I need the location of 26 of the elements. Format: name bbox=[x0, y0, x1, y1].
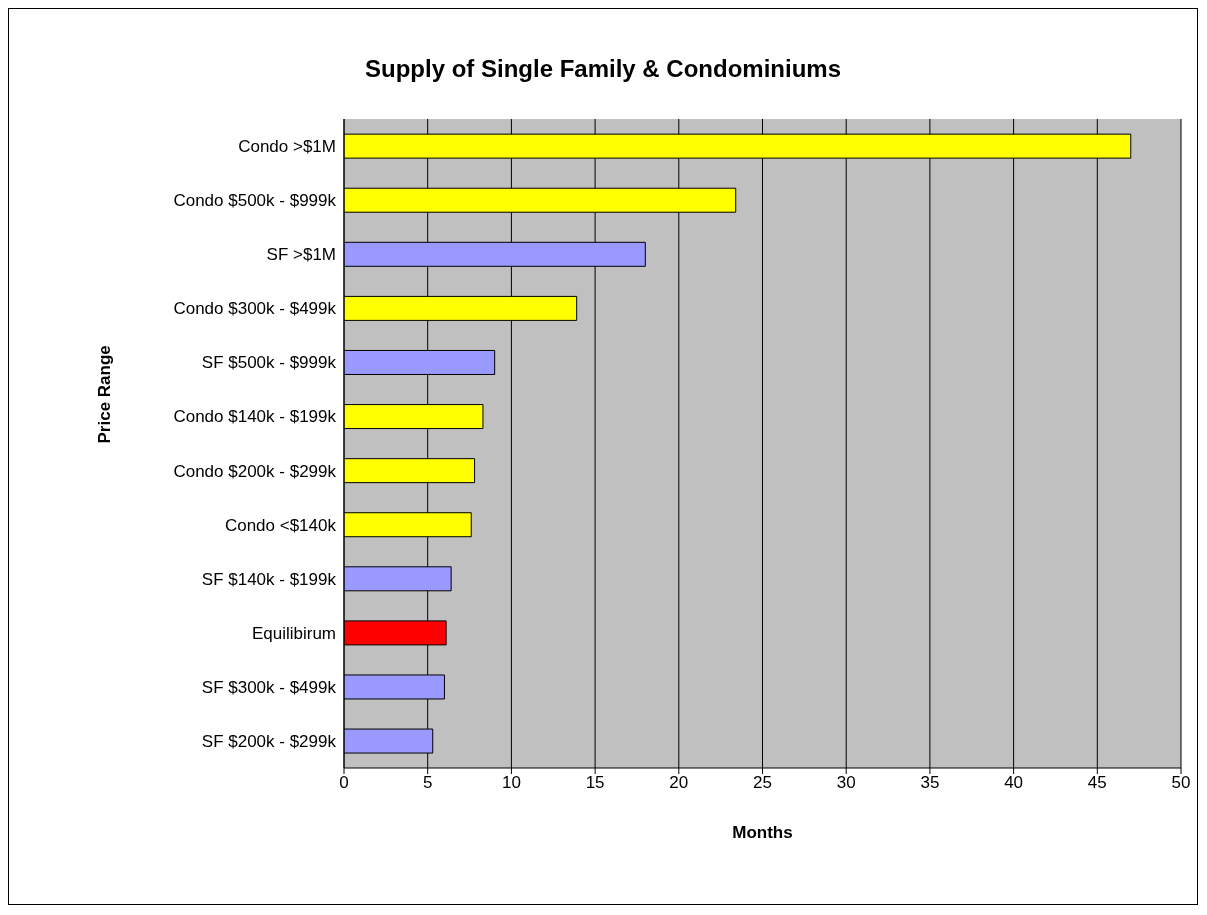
y-tick-label: Condo $140k - $199k bbox=[173, 407, 337, 427]
x-tick-label: 5 bbox=[422, 773, 433, 793]
y-tick-label: Condo >$1M bbox=[238, 137, 336, 157]
x-tick-label: 20 bbox=[669, 773, 689, 793]
y-tick-label: Condo <$140k bbox=[224, 515, 337, 535]
y-tick-label: SF $300k - $499k bbox=[201, 677, 337, 697]
y-tick-label: Equilibirum bbox=[251, 623, 336, 643]
y-tick-label: Condo $200k - $299k bbox=[173, 461, 337, 481]
x-tick-label: 45 bbox=[1087, 773, 1107, 793]
x-tick-label: 10 bbox=[501, 773, 521, 793]
chart-title: Supply of Single Family & Condominiums bbox=[364, 54, 842, 84]
y-tick-label: SF $500k - $999k bbox=[201, 353, 337, 373]
y-tick-label: SF $200k - $299k bbox=[201, 731, 337, 751]
y-tick-label: SF $140k - $199k bbox=[201, 569, 337, 589]
x-axis-title: Months bbox=[732, 823, 793, 842]
y-tick-label: Condo $300k - $499k bbox=[173, 299, 337, 319]
x-tick-label: 40 bbox=[1004, 773, 1024, 793]
x-tick-label: 25 bbox=[753, 773, 772, 793]
x-tick-label: 15 bbox=[585, 773, 605, 793]
x-tick-label: 50 bbox=[1171, 773, 1191, 793]
x-tick-label: 35 bbox=[920, 773, 940, 793]
x-tick-label: 0 bbox=[339, 773, 349, 793]
y-axis-title: Price Range bbox=[95, 345, 115, 444]
x-tick-label: 30 bbox=[836, 773, 856, 793]
y-tick-label: Condo $500k - $999k bbox=[173, 191, 337, 211]
y-tick-label: SF >$1M bbox=[266, 245, 336, 265]
